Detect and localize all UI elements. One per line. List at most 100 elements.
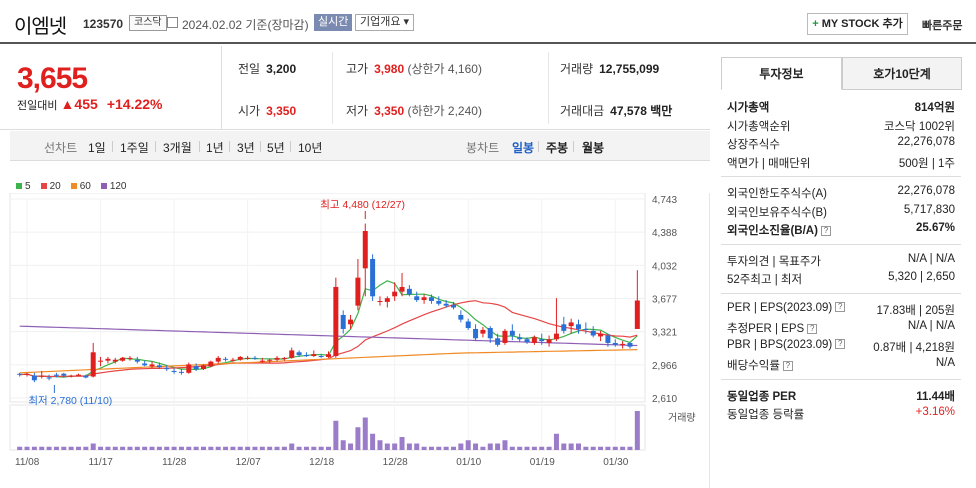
candle-body bbox=[237, 356, 243, 360]
mystock-add-button[interactable]: + MY STOCK 추가 bbox=[807, 13, 908, 35]
tab-10year[interactable]: 10년 bbox=[298, 141, 323, 155]
tab-investment-info[interactable]: 투자정보 bbox=[721, 57, 842, 90]
tab-weekly[interactable]: 주봉 bbox=[546, 141, 569, 155]
volume-bar bbox=[517, 446, 523, 450]
info-value: 17.83배 | 205원 bbox=[876, 304, 955, 317]
tab-1day[interactable]: 1일 bbox=[88, 141, 106, 155]
info-value: 5,717,830 bbox=[903, 203, 955, 216]
help-icon[interactable]: ? bbox=[820, 225, 831, 236]
info-value: 코스닥 1002위 bbox=[883, 120, 955, 133]
volume-bar bbox=[281, 446, 287, 450]
help-icon[interactable]: ? bbox=[782, 360, 793, 371]
candlestick-chart[interactable]: 4,743 4,388 4,032 3,677 3,321 2,966 2,610 11/08… bbox=[0, 193, 710, 488]
help-icon[interactable]: ? bbox=[835, 339, 846, 350]
candle-body bbox=[627, 342, 633, 347]
candle-body bbox=[46, 377, 52, 379]
volume-bar bbox=[598, 446, 604, 450]
legend-swatch bbox=[16, 183, 22, 189]
tab-3year[interactable]: 3년 bbox=[237, 141, 255, 155]
legend-item-ma5: 5 bbox=[16, 181, 31, 192]
volume-bar bbox=[267, 446, 273, 450]
candle-body bbox=[83, 375, 89, 378]
y-tick-label: 4,388 bbox=[652, 228, 677, 239]
volume-bar bbox=[134, 446, 140, 450]
candle-body bbox=[17, 373, 23, 375]
volume-bar bbox=[274, 446, 280, 450]
volume-bar bbox=[524, 446, 530, 450]
help-icon[interactable]: ? bbox=[807, 323, 818, 334]
volume-bar bbox=[31, 446, 37, 450]
quick-order-link[interactable]: 빠른주문 bbox=[922, 20, 963, 32]
tab-divider bbox=[199, 141, 200, 152]
volume-bar bbox=[546, 446, 552, 450]
volume-bar bbox=[414, 443, 420, 450]
volume-bar bbox=[333, 420, 339, 450]
info-row: 배당수익률? N/A bbox=[727, 357, 955, 373]
info-separator bbox=[721, 292, 961, 294]
open-value: 3,350 bbox=[266, 104, 297, 118]
candle-body bbox=[590, 330, 596, 336]
volume-bar bbox=[612, 446, 618, 450]
x-tick-label: 01/19 bbox=[530, 457, 555, 468]
volume-bar bbox=[39, 446, 45, 450]
volume-bar bbox=[428, 446, 434, 450]
volume-bar bbox=[164, 446, 170, 450]
candle-body bbox=[333, 286, 339, 357]
candle-body bbox=[318, 356, 324, 358]
candle-body bbox=[201, 365, 206, 370]
candle-body bbox=[355, 277, 361, 306]
tab-5year[interactable]: 5년 bbox=[267, 141, 285, 155]
volume-bar bbox=[186, 446, 192, 450]
info-label: 외국인한도주식수(A) bbox=[727, 188, 827, 200]
volume-bar bbox=[502, 440, 508, 450]
info-row: 동일업종 등락률 +3.16% bbox=[727, 406, 955, 422]
volume-bar bbox=[561, 443, 567, 450]
volume-bar bbox=[436, 446, 442, 450]
candle-body bbox=[193, 366, 199, 370]
candle-body bbox=[303, 355, 309, 357]
company-overview-dropdown[interactable]: 기업개요 ▾ bbox=[355, 14, 415, 31]
tab-monthly[interactable]: 월봉 bbox=[582, 141, 605, 155]
candle-body bbox=[546, 339, 552, 343]
volume-bar bbox=[311, 446, 317, 450]
volume-bar bbox=[193, 446, 199, 450]
volume-bar bbox=[553, 433, 559, 450]
legend-item-ma60: 60 bbox=[70, 181, 91, 192]
volume-bar bbox=[355, 427, 361, 450]
candle-body bbox=[311, 354, 317, 357]
current-price: 3,655 bbox=[17, 62, 88, 95]
volume-bar bbox=[634, 411, 640, 450]
candle-body bbox=[436, 300, 442, 304]
y-tick-label: 4,743 bbox=[652, 195, 677, 206]
volume-bar bbox=[399, 437, 405, 450]
candle-body bbox=[362, 231, 368, 269]
realtime-button[interactable]: 실시간 bbox=[314, 14, 353, 31]
volume-bar bbox=[509, 446, 515, 450]
volume-bar bbox=[340, 440, 346, 450]
low-label: 저가 bbox=[346, 104, 369, 118]
info-separator bbox=[721, 176, 961, 177]
candle-body bbox=[326, 354, 331, 357]
volume-bar bbox=[421, 446, 427, 450]
info-row: 시가총액순위 코스닥 1002위 bbox=[727, 118, 955, 134]
volume-bar bbox=[17, 446, 23, 450]
tab-daily[interactable]: 일봉 bbox=[512, 141, 535, 155]
candle-body bbox=[620, 343, 626, 345]
candle-body bbox=[421, 297, 427, 301]
legend-label: 20 bbox=[49, 181, 61, 192]
candle-body bbox=[127, 357, 133, 359]
tab-1year[interactable]: 1년 bbox=[206, 141, 224, 155]
candle-body bbox=[509, 330, 515, 336]
candle-body bbox=[186, 364, 192, 373]
volume-bar bbox=[46, 446, 52, 450]
tab-divider bbox=[155, 141, 156, 152]
candle-body bbox=[142, 363, 148, 366]
tab-orderbook[interactable]: 호가10단계 bbox=[842, 57, 962, 90]
info-label: 추정PER | EPS bbox=[727, 323, 805, 335]
tab-3month[interactable]: 3개월 bbox=[163, 141, 192, 155]
help-icon[interactable]: ? bbox=[835, 302, 846, 313]
volume-bar bbox=[201, 446, 206, 450]
tab-1week[interactable]: 1주일 bbox=[120, 141, 149, 155]
legend-label: 120 bbox=[109, 181, 127, 192]
legend-swatch bbox=[70, 183, 77, 189]
